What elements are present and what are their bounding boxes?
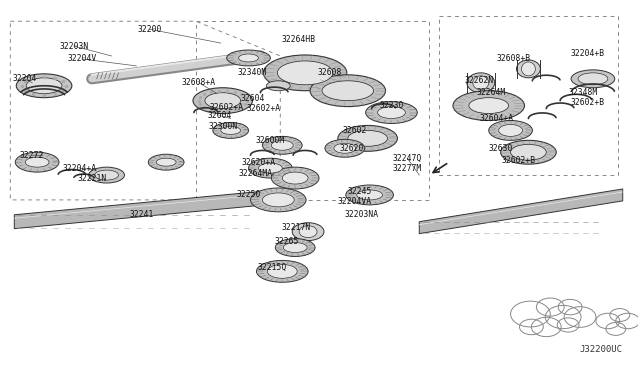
Ellipse shape [322,81,374,101]
Text: 32602: 32602 [342,126,367,135]
Ellipse shape [378,107,405,119]
Ellipse shape [25,157,49,167]
Ellipse shape [277,61,333,85]
Text: 32250: 32250 [236,190,260,199]
Ellipse shape [356,190,383,200]
Ellipse shape [250,188,306,212]
Ellipse shape [248,158,292,178]
Text: 32600M: 32600M [256,136,285,145]
Text: 32277M: 32277M [393,164,422,173]
Ellipse shape [271,140,293,150]
Text: J32200UC: J32200UC [580,345,623,354]
Text: 32204+A: 32204+A [63,164,97,173]
Ellipse shape [16,74,72,98]
Ellipse shape [266,81,290,91]
Text: 32630: 32630 [488,144,513,153]
Ellipse shape [262,137,302,154]
Text: 32620+A: 32620+A [241,158,276,167]
Ellipse shape [346,185,394,205]
Ellipse shape [325,140,365,157]
Text: 32203NA: 32203NA [344,210,379,219]
Ellipse shape [259,163,282,173]
Text: 32241: 32241 [129,210,154,219]
Text: 32604: 32604 [241,94,265,103]
Text: 32203N: 32203N [60,42,88,51]
Text: 32602+A: 32602+A [210,103,244,112]
Ellipse shape [469,98,509,113]
Ellipse shape [453,91,524,121]
Ellipse shape [473,76,489,90]
Text: 32340M: 32340M [238,68,267,77]
Text: 32602+B: 32602+B [571,98,605,107]
Ellipse shape [89,167,124,183]
Ellipse shape [365,102,417,124]
Text: 32217N: 32217N [282,223,311,232]
Ellipse shape [310,75,385,107]
Text: 32262N: 32262N [464,76,493,85]
Text: 32272: 32272 [20,151,44,160]
Ellipse shape [282,172,308,184]
Text: 32204: 32204 [12,74,36,83]
Ellipse shape [221,126,241,134]
Ellipse shape [275,238,315,256]
Ellipse shape [26,78,62,94]
Text: 32265: 32265 [274,237,298,246]
Text: 32204VA: 32204VA [338,198,372,206]
Ellipse shape [271,167,319,189]
Text: 32604+A: 32604+A [479,114,514,123]
Ellipse shape [334,143,356,153]
Text: 32608+B: 32608+B [497,54,531,64]
Ellipse shape [193,88,253,113]
Ellipse shape [257,260,308,282]
Ellipse shape [227,50,270,66]
Ellipse shape [213,122,248,138]
Text: 32264HB: 32264HB [281,35,316,44]
Ellipse shape [578,73,608,85]
Text: 32230: 32230 [380,101,404,110]
Ellipse shape [299,226,317,238]
Ellipse shape [571,70,615,88]
Ellipse shape [467,73,495,93]
Ellipse shape [15,152,59,172]
Text: 32608: 32608 [317,68,342,77]
Text: 32602+A: 32602+A [246,104,280,113]
Text: 32264MA: 32264MA [239,169,273,177]
Ellipse shape [511,144,547,160]
Ellipse shape [500,140,556,164]
Text: 32247Q: 32247Q [393,154,422,163]
Ellipse shape [284,243,307,253]
Ellipse shape [268,264,297,278]
Ellipse shape [95,170,118,180]
Ellipse shape [239,54,259,62]
Polygon shape [14,191,266,229]
Ellipse shape [516,60,540,78]
Text: 32221N: 32221N [77,174,106,183]
Ellipse shape [499,125,522,137]
Text: 32602+B: 32602+B [502,156,536,165]
Ellipse shape [522,62,536,76]
Polygon shape [419,189,623,234]
Text: 32200: 32200 [137,25,161,34]
Text: 32604: 32604 [207,111,232,120]
Ellipse shape [148,154,184,170]
Text: 32215Q: 32215Q [258,263,287,272]
Ellipse shape [205,93,241,109]
Ellipse shape [292,223,324,241]
Ellipse shape [264,55,347,91]
Text: 32620: 32620 [340,144,364,153]
Text: 32245: 32245 [348,187,372,196]
Text: 32348M: 32348M [568,88,598,97]
Text: 32204V: 32204V [67,54,97,64]
Ellipse shape [489,121,532,140]
Text: 32204+B: 32204+B [571,48,605,58]
Ellipse shape [262,193,294,207]
Text: 32608+A: 32608+A [182,78,216,87]
Ellipse shape [156,158,176,166]
Text: 32300N: 32300N [208,122,237,131]
Ellipse shape [348,131,387,146]
Text: 32264M: 32264M [476,88,506,97]
Ellipse shape [338,125,397,151]
